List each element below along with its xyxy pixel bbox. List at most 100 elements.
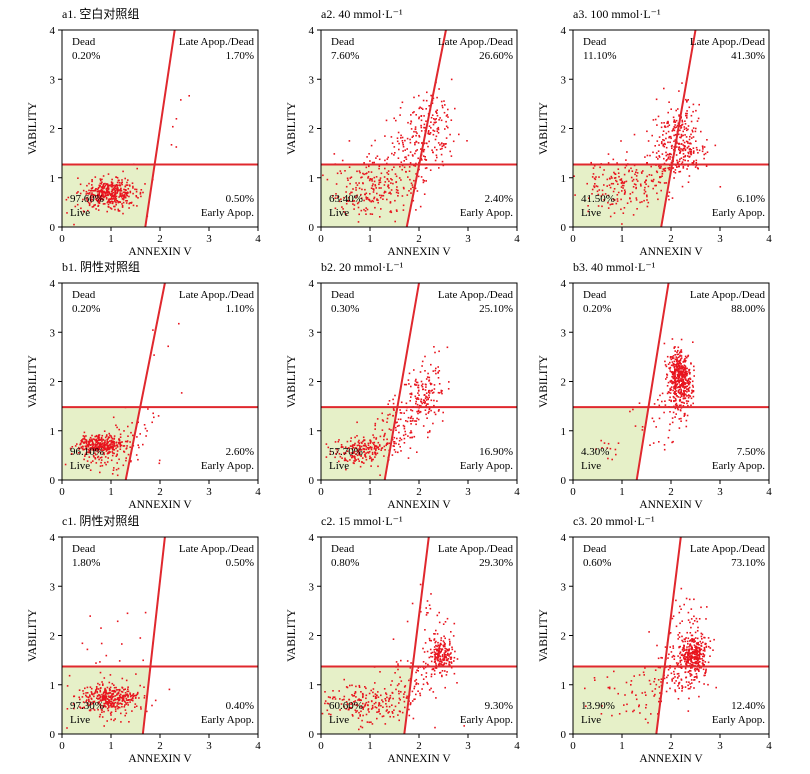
data-point: [428, 133, 430, 135]
data-point: [424, 409, 427, 411]
data-point: [120, 693, 122, 696]
data-point: [83, 211, 85, 213]
dead-percent: 0.30%: [331, 303, 359, 315]
data-point: [437, 641, 439, 644]
data-point: [651, 180, 653, 182]
data-point: [411, 436, 413, 439]
data-point: [362, 714, 364, 717]
data-point: [630, 680, 633, 682]
data-point: [108, 681, 111, 684]
data-point: [403, 425, 406, 428]
data-point: [690, 686, 692, 688]
data-point: [106, 192, 109, 194]
data-point: [124, 688, 126, 690]
data-point: [682, 360, 685, 363]
data-point: [693, 160, 695, 163]
data-point: [440, 659, 442, 661]
data-point: [673, 140, 675, 143]
data-point: [371, 213, 374, 215]
data-point: [354, 691, 357, 693]
data-point: [126, 200, 128, 202]
data-point: [689, 135, 691, 138]
data-point: [614, 177, 617, 179]
early-apop-label: Early Apop.: [201, 714, 254, 726]
data-point: [365, 697, 367, 700]
data-point: [681, 635, 683, 638]
data-point: [686, 110, 688, 112]
x-axis-label: ANNEXIN V: [128, 753, 192, 765]
data-point: [427, 130, 430, 132]
data-point: [108, 451, 110, 453]
data-point: [136, 436, 138, 438]
data-point: [636, 208, 638, 210]
data-point: [664, 646, 667, 648]
data-point: [351, 456, 353, 459]
data-point: [106, 720, 108, 722]
data-point: [103, 710, 105, 713]
data-point: [381, 412, 383, 415]
data-point: [422, 181, 425, 184]
data-point: [703, 157, 705, 160]
data-point: [108, 201, 111, 203]
live-label: Live: [581, 207, 601, 219]
data-point: [372, 200, 375, 203]
data-point: [416, 398, 418, 400]
data-point: [398, 142, 400, 145]
early-apop-percent: 2.40%: [485, 193, 513, 205]
data-point: [119, 448, 122, 450]
data-point: [94, 692, 96, 694]
data-point: [391, 711, 394, 713]
data-point: [89, 701, 92, 703]
data-point: [369, 442, 372, 444]
data-point: [428, 376, 431, 379]
data-point: [437, 410, 440, 412]
data-point: [126, 194, 128, 197]
x-tick-label: 0: [59, 233, 65, 245]
data-point: [661, 657, 663, 659]
data-point: [391, 704, 393, 706]
data-point: [596, 190, 599, 193]
data-point: [680, 401, 683, 404]
data-point: [94, 458, 97, 460]
data-point: [86, 686, 89, 689]
data-point: [172, 125, 174, 128]
data-point: [356, 202, 359, 205]
live-percent: 60.60%: [329, 700, 363, 712]
gate-diagonal-line: [383, 282, 420, 481]
data-point: [410, 662, 412, 664]
early-apop-label: Early Apop.: [460, 460, 513, 472]
data-point: [361, 461, 363, 463]
data-point: [613, 171, 615, 174]
data-point: [114, 695, 117, 697]
data-point: [670, 386, 673, 388]
data-point: [600, 439, 602, 442]
data-point: [397, 451, 399, 454]
data-point: [676, 383, 678, 386]
data-point: [98, 200, 101, 202]
data-point: [80, 440, 82, 442]
data-point: [334, 456, 336, 459]
data-point: [374, 453, 377, 456]
data-point: [132, 697, 134, 699]
data-point: [655, 156, 658, 158]
scatter-points: [322, 78, 468, 223]
data-point: [439, 648, 441, 650]
data-point: [109, 198, 112, 200]
data-point: [113, 684, 115, 686]
panel-title: a1. 空白对照组: [62, 6, 139, 21]
data-point: [676, 386, 679, 389]
data-point: [656, 192, 658, 195]
data-point: [658, 155, 660, 157]
data-point: [677, 349, 679, 352]
data-point: [379, 474, 381, 476]
data-point: [85, 440, 88, 442]
data-point: [682, 384, 685, 387]
data-point: [411, 409, 414, 412]
data-point: [621, 184, 624, 187]
data-point: [423, 115, 425, 117]
data-point: [78, 696, 80, 699]
late-apop-percent: 26.60%: [479, 50, 513, 62]
data-point: [117, 701, 119, 704]
data-point: [362, 436, 365, 439]
